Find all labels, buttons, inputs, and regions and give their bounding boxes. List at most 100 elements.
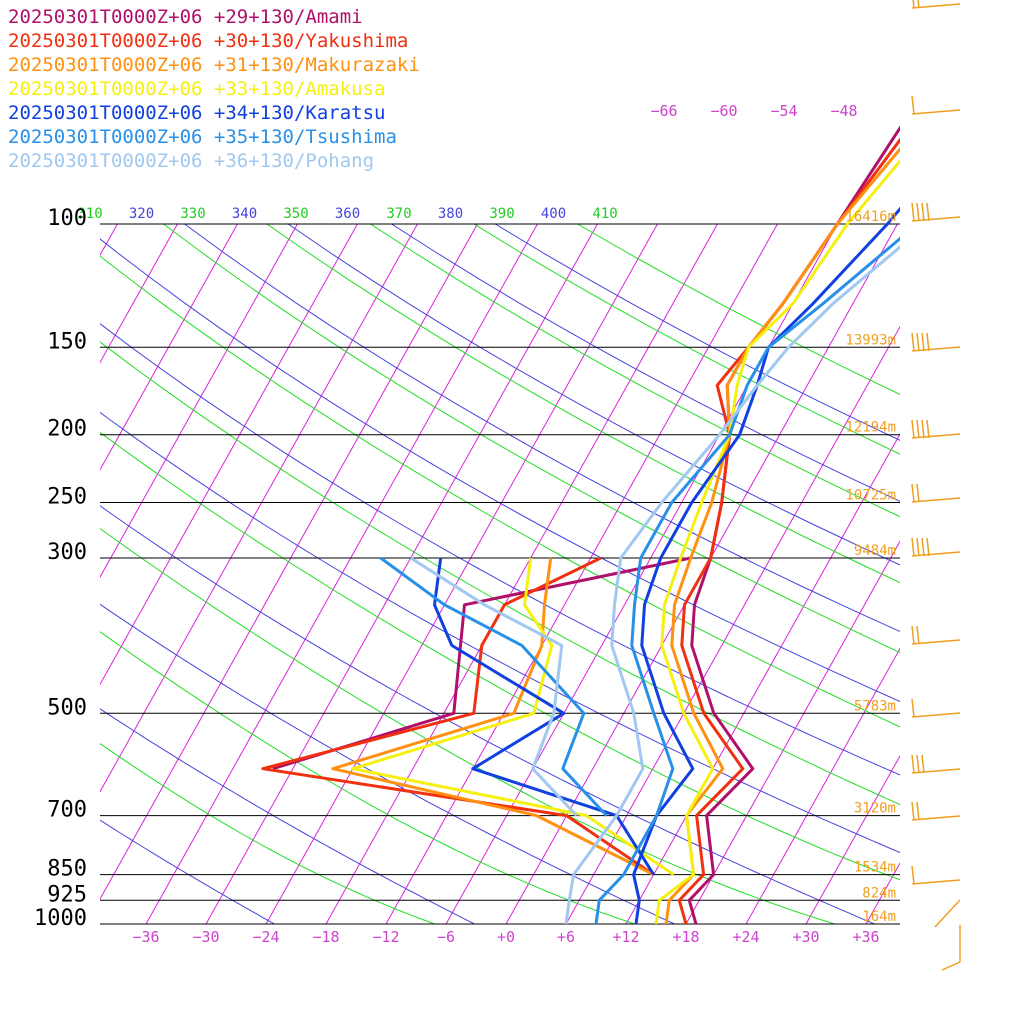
dry-adiabat-line	[494, 224, 900, 441]
moist-adiabat-line	[100, 431, 900, 881]
moist-adiabat-line	[100, 527, 837, 924]
dry-adiabat-line	[100, 819, 276, 924]
temperature-profile	[654, 158, 900, 924]
x-tick-label: +6	[557, 928, 575, 946]
dry-adiabat-line	[100, 411, 900, 854]
mixing-ratio-label: −48	[830, 102, 857, 120]
height-label: 10725m	[845, 488, 896, 504]
moist-adiabat-line	[369, 224, 900, 518]
isotherm-line	[926, 0, 1024, 924]
legend-entry: 20250301T0000Z+06 +34+130/Karatsu	[8, 102, 386, 124]
theta-label: 390	[489, 206, 514, 222]
x-tick-label: +30	[792, 928, 819, 946]
dry-adiabat-grid	[100, 224, 900, 924]
x-tick-label: +36	[852, 928, 879, 946]
wind-barb	[911, 801, 961, 821]
dry-adiabat-line	[287, 224, 900, 566]
legend-entry: 20250301T0000Z+06 +33+130/Amakusa	[8, 78, 386, 100]
wind-barb	[911, 419, 961, 439]
x-tick-label: −36	[132, 928, 159, 946]
theta-label: 350	[283, 206, 308, 222]
x-tick-label: −18	[312, 928, 339, 946]
mixing-ratio-label: −54	[770, 102, 797, 120]
wind-barb	[911, 95, 961, 115]
wind-barb	[911, 625, 961, 645]
dewpoint-profile	[409, 556, 578, 817]
dry-adiabat-line	[100, 323, 900, 776]
x-tick-label: −12	[372, 928, 399, 946]
moist-adiabat-line	[100, 255, 900, 728]
theta-label: 410	[592, 206, 617, 222]
moist-adiabat-line	[266, 224, 900, 584]
isotherm-line	[685, 540, 900, 924]
legend-entry: 20250301T0000Z+06 +36+130/Pohang	[8, 150, 374, 172]
theta-label: 320	[129, 206, 154, 222]
theta-label: 370	[386, 206, 411, 222]
dry-adiabat-line	[100, 603, 676, 924]
height-label: 12194m	[845, 420, 896, 436]
dewpoint-profile	[351, 557, 675, 876]
height-label: 13993m	[845, 332, 896, 348]
height-label: 3120m	[854, 801, 896, 817]
dry-adiabat-line	[183, 224, 900, 633]
pressure-lines	[100, 223, 900, 925]
pressure-label: 850	[47, 857, 87, 882]
pressure-label: 150	[47, 329, 87, 354]
height-label: 824m	[862, 885, 896, 901]
height-label: 164m	[862, 909, 896, 925]
mixing-ratio-labels: −66 −60 −54 −48	[650, 102, 857, 120]
pressure-label: 300	[47, 540, 87, 565]
dewpoint-profile	[261, 556, 655, 876]
temperature-profile	[632, 206, 900, 924]
theta-label: 360	[335, 206, 360, 222]
dry-adiabat-line	[100, 708, 476, 924]
pressure-label: 925	[47, 882, 87, 907]
isotherm-line	[385, 224, 779, 924]
height-label: 9484m	[854, 543, 896, 559]
wind-barb	[911, 332, 961, 352]
pressure-label: 200	[47, 417, 87, 442]
x-tick-label: +0	[497, 928, 515, 946]
profile-lines	[261, 125, 900, 924]
theta-label: 400	[541, 206, 566, 222]
wind-barb	[911, 483, 961, 503]
x-tick-label: −6	[437, 928, 455, 946]
pressure-label: 700	[47, 798, 87, 823]
dewpoint-profile	[379, 556, 608, 817]
legend: 20250301T0000Z+06 +29+130/Amami20250301T…	[8, 6, 420, 172]
temperature-profile	[594, 236, 900, 924]
x-tick-label: −30	[192, 928, 219, 946]
moist-adiabat-grid	[100, 224, 900, 924]
wind-barb	[911, 537, 961, 557]
x-tick-label: +24	[732, 928, 759, 946]
legend-entry: 20250301T0000Z+06 +30+130/Yakushima	[8, 30, 408, 52]
theta-label: 380	[438, 206, 463, 222]
moist-adiabat-line	[100, 631, 637, 924]
temperature-profile	[564, 245, 900, 924]
temperature-profile	[677, 137, 900, 924]
height-label: 5783m	[854, 698, 896, 714]
dewpoint-profile	[331, 557, 655, 876]
isotherm-line	[745, 647, 900, 924]
x-axis-ticks: −36 −30 −24 −18 −12 −6 +0 +6 +12 +18 +24 +30 +36	[132, 928, 879, 946]
isotherm-line	[986, 0, 1024, 924]
isotherm-line	[625, 432, 900, 924]
wind-barb	[934, 899, 961, 971]
height-label: 16416m	[845, 209, 896, 225]
pressure-label: 250	[47, 485, 87, 510]
isotherm-line	[505, 224, 899, 924]
wind-barb	[911, 0, 961, 9]
theta-label: 340	[232, 206, 257, 222]
x-tick-label: +12	[612, 928, 639, 946]
height-labels: 16416m 13993m 12194m 10725m 9484m 5783m 3120m 1…	[845, 209, 896, 925]
wind-barbs	[911, 0, 961, 971]
mixing-ratio-label: −66	[650, 102, 677, 120]
wind-barb	[911, 754, 961, 774]
pressure-label: 500	[47, 695, 87, 720]
wind-barb	[911, 698, 961, 718]
moist-adiabat-line	[162, 224, 900, 654]
pressure-label: 1000	[34, 906, 87, 931]
pressure-label: 100	[47, 206, 87, 231]
